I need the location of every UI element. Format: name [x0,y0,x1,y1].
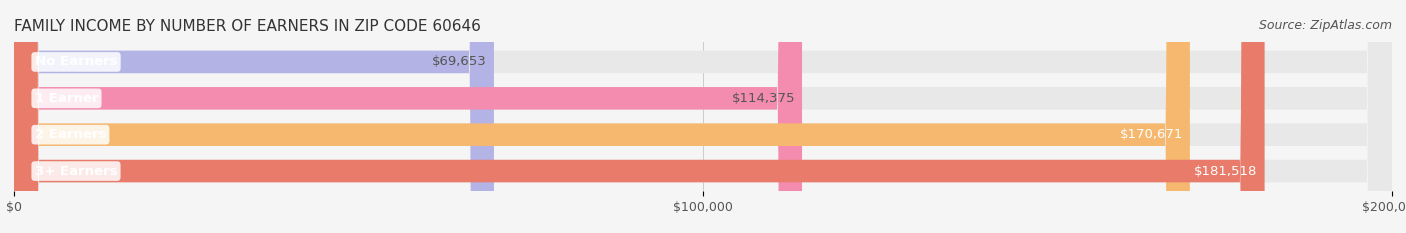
Text: $114,375: $114,375 [731,92,796,105]
FancyBboxPatch shape [14,0,1264,233]
Text: FAMILY INCOME BY NUMBER OF EARNERS IN ZIP CODE 60646: FAMILY INCOME BY NUMBER OF EARNERS IN ZI… [14,19,481,34]
FancyBboxPatch shape [14,0,801,233]
Text: 1 Earner: 1 Earner [35,92,98,105]
FancyBboxPatch shape [14,0,1392,233]
Text: No Earners: No Earners [35,55,117,69]
Text: $181,518: $181,518 [1194,164,1258,178]
FancyBboxPatch shape [14,0,1189,233]
Text: $170,671: $170,671 [1119,128,1182,141]
FancyBboxPatch shape [14,0,1392,233]
Text: 3+ Earners: 3+ Earners [35,164,117,178]
FancyBboxPatch shape [14,0,494,233]
FancyBboxPatch shape [14,0,1392,233]
Text: Source: ZipAtlas.com: Source: ZipAtlas.com [1258,19,1392,32]
Text: $69,653: $69,653 [432,55,486,69]
FancyBboxPatch shape [14,0,1392,233]
Text: 2 Earners: 2 Earners [35,128,105,141]
